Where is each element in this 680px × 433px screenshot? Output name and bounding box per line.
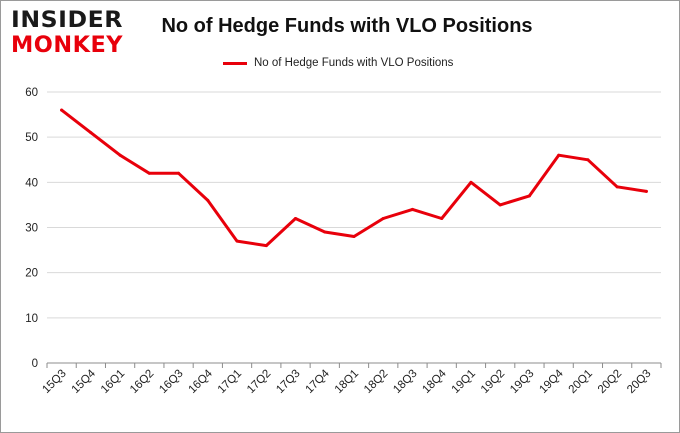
data-point xyxy=(177,171,181,175)
x-tick-label: 15Q4 xyxy=(70,367,99,396)
x-tick-label: 17Q3 xyxy=(274,368,302,396)
legend-line-swatch xyxy=(223,61,247,65)
x-tick-label: 19Q2 xyxy=(479,368,507,396)
x-tick-label: 17Q4 xyxy=(303,367,332,396)
data-point xyxy=(294,216,298,220)
chart-legend: No of Hedge Funds with VLO Positions xyxy=(223,55,453,71)
y-tick-label: 10 xyxy=(25,313,38,325)
data-point xyxy=(235,239,239,243)
data-point xyxy=(469,180,473,184)
data-point xyxy=(206,198,210,202)
y-tick-label: 40 xyxy=(25,177,38,189)
x-tick-label: 16Q1 xyxy=(99,368,127,396)
y-tick-label: 30 xyxy=(25,223,38,235)
data-point xyxy=(381,216,385,220)
x-tick-label: 18Q3 xyxy=(391,368,419,396)
data-point xyxy=(118,153,122,157)
legend-series-label: No of Hedge Funds with VLO Positions xyxy=(254,57,454,69)
data-point xyxy=(323,230,327,234)
x-tick-label: 19Q3 xyxy=(508,368,536,396)
svg-text:MONKEY: MONKEY xyxy=(11,33,124,57)
y-tick-label: 20 xyxy=(25,268,38,280)
x-tick-label: 18Q2 xyxy=(362,368,390,396)
data-point xyxy=(527,194,531,198)
x-tick-label: 18Q1 xyxy=(333,368,361,396)
y-tick-label: 0 xyxy=(32,358,38,370)
data-point xyxy=(498,203,502,207)
insider-monkey-logo: INSIDER MONKEY xyxy=(11,8,124,57)
svg-text:INSIDER: INSIDER xyxy=(11,8,123,33)
data-point xyxy=(352,235,356,239)
chart-title: No of Hedge Funds with VLO Positions xyxy=(161,15,533,37)
x-tick-label: 15Q3 xyxy=(40,368,68,396)
x-tick-label: 16Q4 xyxy=(187,367,216,396)
x-tick-label: 20Q3 xyxy=(625,368,653,396)
x-tick-label: 19Q1 xyxy=(450,368,478,396)
x-tick-label: 16Q3 xyxy=(157,368,185,396)
data-point xyxy=(89,131,93,135)
x-tick-label: 18Q4 xyxy=(420,367,449,396)
x-tick-label: 19Q4 xyxy=(537,367,566,396)
x-tick-label: 17Q1 xyxy=(216,368,244,396)
x-tick-label: 20Q2 xyxy=(596,368,624,396)
x-tick-label: 17Q2 xyxy=(245,368,273,396)
data-point xyxy=(644,189,648,193)
data-point xyxy=(615,185,619,189)
data-point xyxy=(557,153,561,157)
data-point xyxy=(264,244,268,248)
data-point xyxy=(60,108,64,112)
data-point xyxy=(586,158,590,162)
data-point xyxy=(410,207,414,211)
data-point xyxy=(440,216,444,220)
series-line xyxy=(60,108,648,248)
x-tick-label: 16Q2 xyxy=(128,368,156,396)
x-tick-label: 20Q1 xyxy=(567,368,595,396)
data-point xyxy=(147,171,151,175)
y-tick-label: 50 xyxy=(25,132,38,144)
y-tick-label: 60 xyxy=(25,87,38,99)
